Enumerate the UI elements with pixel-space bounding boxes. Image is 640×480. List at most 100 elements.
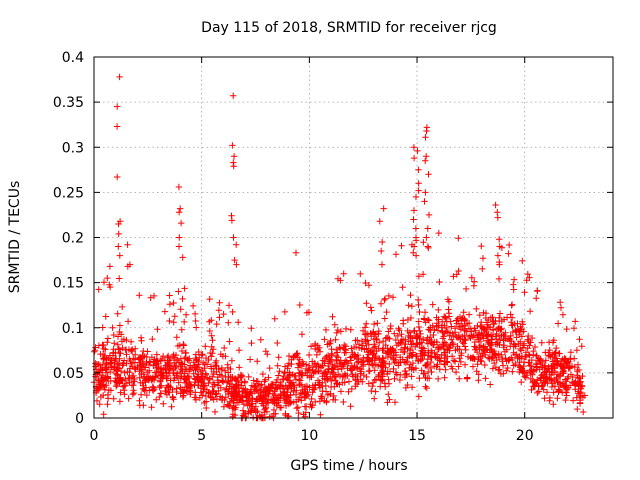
data-point bbox=[305, 351, 313, 359]
data-point bbox=[533, 364, 541, 371]
data-point bbox=[434, 361, 441, 368]
data-point bbox=[404, 316, 412, 324]
x-tick-label: 0 bbox=[90, 428, 99, 444]
data-point bbox=[294, 404, 301, 411]
data-point bbox=[228, 217, 236, 224]
data-point bbox=[201, 399, 208, 407]
data-point bbox=[462, 346, 469, 354]
data-point bbox=[114, 103, 121, 110]
data-point bbox=[518, 333, 526, 340]
data-point bbox=[427, 353, 434, 360]
data-point bbox=[203, 361, 211, 368]
data-point bbox=[152, 373, 159, 380]
data-point bbox=[96, 401, 103, 408]
data-point bbox=[106, 283, 114, 291]
data-point bbox=[528, 368, 535, 375]
data-point bbox=[149, 335, 156, 343]
data-point bbox=[534, 287, 541, 295]
data-point bbox=[175, 288, 182, 295]
data-point bbox=[421, 198, 428, 205]
data-point bbox=[192, 396, 200, 403]
data-point bbox=[416, 308, 423, 316]
data-point bbox=[261, 384, 269, 391]
data-point bbox=[354, 359, 361, 366]
data-point bbox=[563, 392, 570, 399]
data-point bbox=[95, 384, 103, 391]
y-tick-label: 0.25 bbox=[53, 185, 84, 201]
data-point bbox=[417, 350, 424, 357]
data-point bbox=[524, 336, 531, 343]
data-point bbox=[250, 414, 257, 421]
data-point bbox=[141, 353, 148, 360]
data-point bbox=[481, 361, 488, 369]
data-point bbox=[110, 331, 117, 339]
data-point bbox=[328, 368, 335, 375]
data-point bbox=[215, 307, 223, 314]
data-point bbox=[395, 325, 402, 332]
data-point bbox=[483, 319, 491, 326]
data-point bbox=[248, 325, 255, 332]
data-point bbox=[481, 327, 488, 334]
data-point bbox=[177, 390, 184, 397]
data-point bbox=[254, 358, 261, 365]
data-point bbox=[528, 334, 536, 342]
data-point bbox=[410, 328, 418, 335]
data-point bbox=[337, 328, 345, 335]
data-point bbox=[328, 377, 335, 385]
data-point bbox=[450, 357, 458, 364]
data-point bbox=[164, 362, 172, 369]
data-point bbox=[197, 389, 205, 396]
data-point bbox=[418, 345, 426, 352]
data-point bbox=[574, 374, 581, 381]
data-point bbox=[434, 375, 442, 383]
data-point bbox=[457, 358, 464, 366]
data-point bbox=[451, 329, 459, 336]
data-point bbox=[168, 403, 175, 410]
data-point bbox=[565, 358, 572, 365]
data-point bbox=[97, 383, 104, 390]
data-point bbox=[177, 205, 184, 212]
data-point bbox=[315, 382, 323, 389]
data-point bbox=[270, 396, 277, 403]
data-point bbox=[321, 358, 328, 365]
data-point bbox=[522, 374, 530, 381]
y-tick-label: 0 bbox=[75, 411, 84, 427]
data-point bbox=[187, 381, 194, 388]
data-point bbox=[452, 368, 460, 376]
data-point bbox=[494, 209, 501, 216]
data-point bbox=[154, 372, 162, 379]
data-point bbox=[154, 326, 161, 333]
data-point bbox=[371, 395, 378, 402]
data-points bbox=[90, 73, 588, 422]
data-point bbox=[116, 398, 124, 405]
data-point bbox=[319, 379, 326, 386]
data-point bbox=[434, 344, 442, 351]
data-point bbox=[206, 327, 213, 335]
data-point bbox=[496, 341, 503, 348]
data-point bbox=[321, 369, 328, 376]
data-point bbox=[165, 384, 172, 391]
data-point bbox=[182, 349, 189, 357]
data-point bbox=[217, 351, 224, 358]
data-point bbox=[444, 343, 452, 350]
data-point bbox=[494, 252, 502, 259]
data-point bbox=[166, 357, 173, 364]
data-point bbox=[285, 360, 293, 367]
data-point bbox=[483, 333, 491, 340]
data-point bbox=[470, 355, 478, 362]
data-point bbox=[161, 308, 169, 315]
data-point bbox=[436, 366, 443, 373]
data-point bbox=[475, 377, 482, 384]
data-point bbox=[368, 387, 375, 395]
data-point bbox=[434, 327, 442, 334]
data-point bbox=[129, 391, 136, 398]
data-point bbox=[352, 352, 359, 360]
data-point bbox=[230, 153, 238, 160]
data-point bbox=[437, 357, 445, 365]
data-point bbox=[130, 378, 137, 385]
data-point bbox=[352, 371, 359, 379]
data-point bbox=[363, 320, 370, 327]
data-point bbox=[442, 314, 449, 321]
data-point bbox=[277, 404, 285, 411]
data-point bbox=[115, 230, 122, 238]
